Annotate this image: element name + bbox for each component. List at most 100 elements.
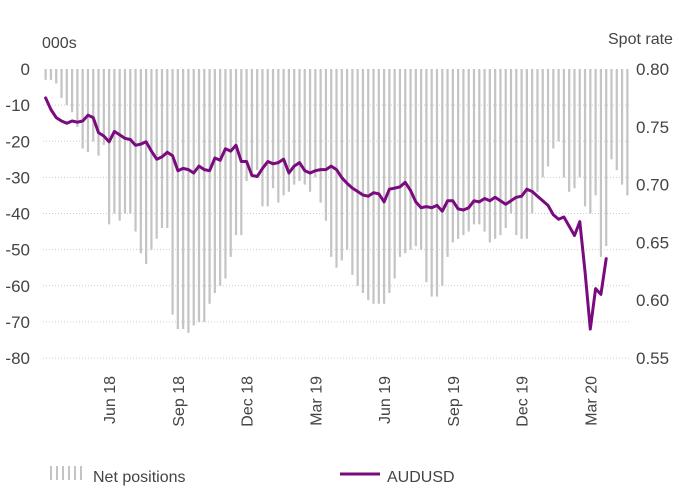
net-positions-bar — [356, 69, 359, 286]
net-positions-bar — [504, 69, 507, 228]
left-tick-label: -50 — [5, 241, 30, 260]
net-positions-bar — [256, 69, 259, 171]
net-positions-bar — [610, 69, 613, 160]
net-positions-bar — [494, 69, 497, 239]
net-positions-bar — [531, 69, 534, 214]
net-positions-bar — [166, 69, 169, 228]
net-positions-bar — [441, 69, 444, 286]
net-positions-bar — [324, 69, 328, 221]
net-positions-bar — [626, 69, 629, 196]
net-positions-bar — [351, 69, 354, 275]
left-axis: 0 -10 -20 -30 -40 -50 -60 -70 -80 — [5, 60, 30, 368]
net-positions-bar — [451, 69, 454, 243]
net-positions-bar — [176, 69, 179, 330]
audusd-line-group — [44, 96, 608, 331]
right-tick-label: 0.60 — [636, 291, 669, 310]
x-axis: Jun 18 Sep 18 Dec 18 Mar 19 Jun 19 Sep 19 Dec … — [102, 376, 600, 427]
legend-swatch-net-positions — [50, 466, 82, 480]
net-positions-bar — [388, 69, 391, 293]
net-positions-bar — [187, 69, 190, 333]
net-positions-bar — [314, 69, 317, 178]
net-positions-bar — [203, 69, 206, 322]
net-positions-bar — [261, 69, 264, 207]
net-positions-bar — [446, 69, 449, 257]
net-positions-bar — [213, 69, 216, 293]
net-positions-bar — [319, 69, 322, 203]
net-positions-bar — [536, 69, 539, 192]
right-tick-label: 0.75 — [636, 118, 669, 137]
net-positions-bar — [293, 69, 296, 185]
net-positions-bar — [583, 69, 587, 207]
net-positions-bars — [44, 69, 629, 333]
net-positions-bar — [240, 69, 243, 236]
net-positions-bar — [557, 69, 560, 142]
right-tick-label: 0.55 — [636, 349, 669, 368]
right-tick-label: 0.80 — [636, 60, 669, 79]
net-positions-bar — [271, 69, 275, 189]
net-positions-bar — [457, 69, 460, 239]
net-positions-bar — [520, 69, 523, 239]
net-positions-bar — [65, 69, 68, 106]
net-positions-bar — [414, 69, 417, 247]
left-tick-label: -40 — [5, 205, 30, 224]
net-positions-bar — [404, 69, 407, 254]
net-positions-bar — [525, 69, 528, 239]
net-positions-bar — [102, 69, 105, 145]
net-positions-bar — [182, 69, 185, 330]
net-positions-bar — [160, 69, 164, 228]
net-positions-bar — [568, 69, 571, 192]
net-positions-bar — [367, 69, 370, 301]
net-positions-bar — [298, 69, 301, 181]
net-positions-bar — [70, 69, 74, 113]
left-axis-unit: 000s — [42, 35, 77, 52]
net-positions-bar — [113, 69, 116, 214]
right-tick-label: 0.65 — [636, 233, 669, 252]
net-positions-bar — [509, 69, 513, 214]
left-tick-label: -80 — [5, 349, 30, 368]
net-positions-bar — [224, 69, 227, 279]
net-positions-bar — [118, 69, 121, 221]
net-positions-bar — [60, 69, 63, 98]
net-positions-bar — [472, 69, 476, 225]
legend-label-audusd: AUDUSD — [387, 469, 455, 486]
x-tick-label: Sep 18 — [171, 376, 188, 427]
net-positions-bar — [483, 69, 486, 232]
net-positions-bar — [377, 69, 380, 304]
net-positions-bar — [134, 69, 137, 232]
left-tick-label: -70 — [5, 313, 30, 332]
x-tick-label: Jun 18 — [102, 376, 119, 424]
net-positions-bar — [398, 69, 402, 257]
net-positions-bar — [340, 69, 343, 261]
net-positions-bar — [425, 69, 428, 283]
net-positions-bar — [44, 69, 47, 80]
net-positions-bar — [287, 69, 291, 192]
left-tick-label: 0 — [21, 60, 30, 79]
net-positions-bar — [435, 69, 439, 297]
net-positions-bar — [552, 69, 555, 149]
net-positions-bar — [308, 69, 312, 192]
net-positions-bar — [599, 69, 603, 257]
net-positions-bar — [382, 69, 386, 304]
x-tick-label: Dec 19 — [515, 376, 532, 427]
net-positions-bar — [409, 69, 412, 250]
net-positions-bar — [97, 69, 100, 156]
net-positions-bar — [155, 69, 158, 239]
net-positions-bar — [245, 69, 248, 181]
net-positions-bar — [234, 69, 238, 236]
net-positions-bar — [282, 69, 285, 196]
left-tick-label: -20 — [5, 132, 30, 151]
left-tick-label: -10 — [5, 96, 30, 115]
net-positions-bar — [123, 69, 127, 214]
net-positions-bar — [145, 69, 148, 265]
left-tick-label: -60 — [5, 277, 30, 296]
right-axis-unit: Spot rate — [608, 31, 673, 48]
net-positions-bar — [488, 69, 491, 243]
x-tick-label: Mar 19 — [308, 376, 325, 426]
net-positions-bar — [562, 69, 566, 178]
net-positions-bar — [250, 69, 253, 178]
net-positions-bar — [573, 69, 576, 189]
left-tick-label: -30 — [5, 168, 30, 187]
net-positions-bar — [107, 69, 111, 225]
net-positions-bar — [150, 69, 153, 250]
